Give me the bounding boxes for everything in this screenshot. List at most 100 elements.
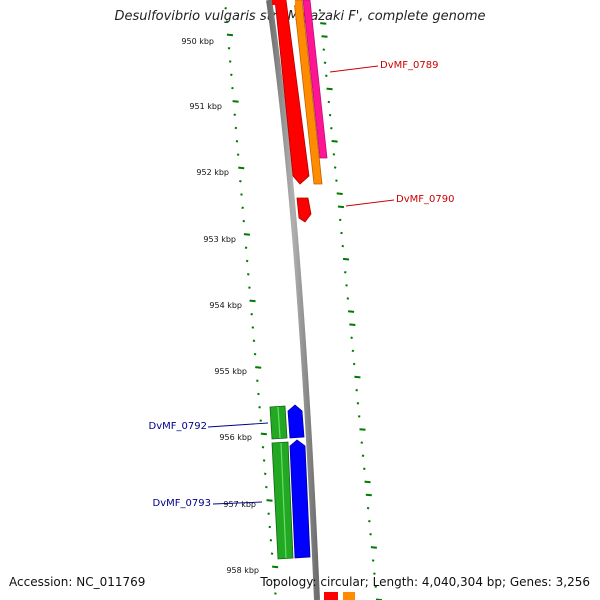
gc-dot [364,480,371,484]
feature-dvmf-0793-group [271,439,311,560]
top-white-cap [287,0,295,5]
minor-tick-dot [251,326,255,329]
minor-tick-dot [267,512,270,515]
minor-tick-dot [270,552,274,555]
gc-dot [350,336,353,340]
tick-label-951: 951 kbp [189,102,222,111]
minor-tick-dot [248,286,251,289]
feature-dvmf-0789-group [272,0,328,185]
dvmf-0793-blue-feature[interactable] [289,439,311,559]
gc-dot [318,9,322,12]
tick-label-957: 957 kbp [223,500,256,509]
gc-dot [344,271,347,274]
gc-dot [325,74,328,78]
gc-dot [340,231,343,235]
major-tick-mark [249,299,256,303]
minor-tick-dot [257,392,260,396]
bottom-red-feature[interactable] [324,592,338,600]
genome-backbone [266,0,320,600]
accession-text: Accession: NC_011769 [9,575,146,589]
gc-dot [333,166,337,169]
gc-dot [368,519,371,523]
gc-dot [336,192,343,195]
dvmf-0793-green-feature[interactable] [271,441,294,560]
minor-tick-dot [259,419,263,422]
gc-dot [360,441,364,444]
gc-dot [321,35,328,38]
minor-tick-dot [247,273,250,276]
gc-dot [335,179,338,182]
top-red-cap [272,0,286,5]
minor-tick-dot [233,113,237,116]
minor-tick-dot [240,193,243,196]
gene-label-dvmf-0793[interactable]: DvMF_0793 [153,498,211,509]
gc-dot [371,559,375,562]
minor-tick-dot [265,485,268,489]
minor-tick-dot [268,525,272,529]
gc-dot [356,402,360,405]
gc-dot [370,546,377,549]
minor-tick-dot [261,445,265,449]
gc-dot [369,533,372,536]
major-tick-mark [243,233,250,236]
minor-tick-dot [273,578,276,582]
major-tick-mark [226,33,234,37]
gc-dot [365,493,372,497]
gc-dot [345,284,348,287]
major-tick-mark [266,499,273,502]
minor-tick-dot [234,126,238,130]
gc-dot-track [318,9,383,600]
gc-dot [346,297,350,300]
minor-tick-dot [227,46,231,50]
minor-tick-dot [239,179,242,183]
gc-dot [374,585,377,588]
dvmf-0789-red-feature[interactable] [274,0,310,185]
dvmf-0792-blue-feature[interactable] [287,404,305,439]
tick-label-952: 952 kbp [196,168,229,177]
tick-label-956: 956 kbp [219,433,252,442]
gc-dot [327,100,331,104]
gene-label-dvmf-0792[interactable]: DvMF_0792 [149,421,207,432]
gene-label-dvmf-0789[interactable]: DvMF_0789 [380,60,438,71]
minor-tick-dot [263,472,267,476]
tick-label-950: 950 kbp [181,37,214,46]
gc-dot [349,323,356,326]
minor-tick-dot [262,459,266,462]
minor-tick-dot [252,339,256,343]
gc-dot [331,140,338,143]
gc-dot [337,205,345,209]
minor-tick-dot [250,312,253,316]
minor-tick-dot [228,60,232,63]
minor-tick-dot [258,406,261,409]
minor-tick-dot [225,20,229,23]
gc-dot [328,113,332,117]
bottom-orange-feature[interactable] [343,592,355,600]
major-tick-mark [260,432,267,436]
minor-tick-dot [245,259,249,263]
gc-dot [323,61,327,64]
minor-tick-dot [231,86,234,90]
minor-tick-dot [241,206,244,210]
major-tick-mark [232,100,239,103]
minor-tick-dot [230,73,233,77]
gene-callouts: DvMF_0789 DvMF_0790 DvMF_0792 DvMF_0793 [149,60,455,509]
gc-dot [373,572,376,575]
dvmf-0789-magenta-feature[interactable] [302,0,328,159]
minor-tick-dot [235,140,239,143]
gc-dot [352,362,356,366]
gc-dot [354,375,361,379]
minor-tick-dot [224,7,227,10]
gc-dot [332,153,336,156]
gc-dot [320,22,327,25]
minor-tick-dot [274,592,277,595]
gc-dot [322,48,326,51]
gene-label-dvmf-0790[interactable]: DvMF_0790 [396,194,454,205]
gc-dot [338,218,342,222]
minor-tick-dot [242,219,246,223]
gc-dot [330,126,333,130]
dvmf-0789-orange-feature[interactable] [293,0,323,185]
dvmf-0790-feature[interactable] [296,197,312,223]
position-tick-track [224,7,279,595]
gc-dot [361,454,365,457]
